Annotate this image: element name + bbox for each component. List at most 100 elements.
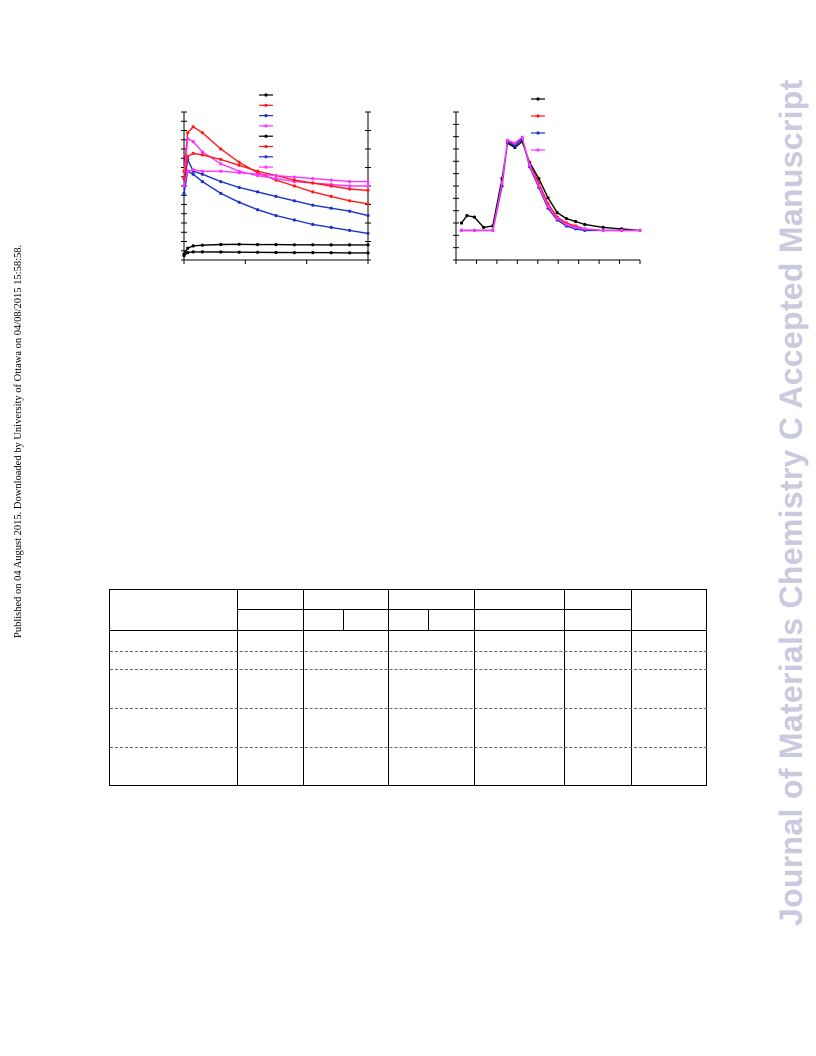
data-point: [329, 225, 333, 229]
data-point: [348, 184, 352, 188]
data-point: [329, 194, 333, 198]
data-point: [491, 228, 495, 232]
data-point: [292, 218, 296, 222]
table-subcol-divider: [428, 610, 429, 630]
data-point: [555, 211, 559, 215]
legend-marker-4: [264, 124, 268, 128]
data-point: [366, 180, 370, 184]
legend-marker-2: [536, 114, 540, 118]
data-point: [583, 227, 587, 231]
data-point: [459, 221, 464, 225]
data-point: [329, 184, 333, 188]
data-point: [186, 169, 190, 173]
data-point: [366, 251, 370, 255]
table-header-rule: [110, 630, 707, 631]
data-point: [537, 184, 541, 188]
data-point: [219, 147, 223, 151]
data-point: [482, 225, 486, 229]
data-point: [348, 199, 352, 203]
data-point: [292, 175, 296, 179]
data-point: [465, 214, 469, 218]
data-point: [256, 243, 260, 247]
data-point: [191, 172, 195, 176]
series-line-1: [460, 140, 641, 232]
data-point: [200, 172, 204, 176]
data-point: [348, 251, 352, 255]
data-point: [292, 178, 296, 182]
data-point: [348, 180, 352, 184]
table-col-divider: [631, 590, 632, 786]
data-point: [186, 251, 190, 255]
data-point: [237, 185, 241, 190]
data-point: [564, 217, 569, 221]
legend-marker-7: [264, 155, 268, 159]
legend-marker-1: [536, 97, 540, 101]
data-point: [200, 131, 204, 135]
data-point: [186, 137, 190, 141]
series-line-2: [183, 125, 369, 205]
data-point: [311, 177, 315, 181]
data-point: [311, 181, 315, 185]
data-point: [520, 135, 524, 139]
data-point: [186, 154, 190, 158]
table-col-divider: [474, 590, 475, 786]
data-point: [219, 180, 223, 184]
data-point: [292, 243, 296, 247]
data-point: [191, 151, 195, 155]
table-row-rule: [110, 708, 707, 709]
data-point: [311, 222, 315, 227]
legend-marker-3: [264, 114, 268, 118]
data-point: [219, 169, 223, 173]
data-point: [274, 194, 278, 198]
data-point: [366, 202, 370, 206]
data-point: [348, 209, 352, 213]
data-point: [329, 178, 333, 182]
data-point: [237, 171, 241, 175]
legend-marker-3: [536, 131, 540, 135]
data-point: [500, 181, 504, 185]
data-point: [200, 243, 204, 247]
table-col-divider: [303, 590, 304, 786]
data-point: [546, 196, 550, 200]
data-table: [109, 589, 707, 786]
data-point: [292, 251, 296, 255]
data-point: [237, 250, 241, 254]
table-row-rule: [110, 669, 707, 670]
data-point: [348, 228, 352, 232]
data-point: [329, 251, 333, 255]
data-point: [237, 163, 241, 167]
data-point: [191, 140, 195, 144]
legend-marker-4: [536, 148, 540, 152]
data-point: [200, 150, 204, 154]
data-point: [311, 190, 315, 194]
legend-marker-1: [264, 93, 268, 97]
data-point: [564, 222, 569, 227]
data-point: [256, 172, 260, 176]
data-point: [601, 225, 605, 229]
data-point: [219, 162, 223, 166]
data-point: [219, 242, 223, 247]
data-point: [200, 250, 204, 254]
data-point: [200, 180, 204, 184]
data-point: [182, 191, 186, 195]
series-line-2: [461, 137, 640, 232]
data-point: [513, 144, 517, 148]
data-point: [513, 141, 517, 145]
data-point: [366, 188, 370, 192]
data-point: [191, 244, 195, 248]
table-subcol-divider: [343, 610, 344, 630]
data-point: [182, 254, 186, 258]
data-point: [366, 214, 370, 218]
data-point: [256, 250, 260, 254]
data-point: [638, 228, 642, 232]
data-point: [366, 243, 370, 247]
data-point: [200, 153, 204, 157]
data-point: [256, 190, 260, 194]
table-col-divider: [237, 590, 238, 786]
series-line-4: [461, 135, 640, 232]
data-point: [219, 157, 223, 161]
data-point: [574, 219, 578, 224]
data-point: [472, 228, 476, 232]
data-point: [546, 205, 550, 209]
table-row-rule: [110, 651, 707, 652]
